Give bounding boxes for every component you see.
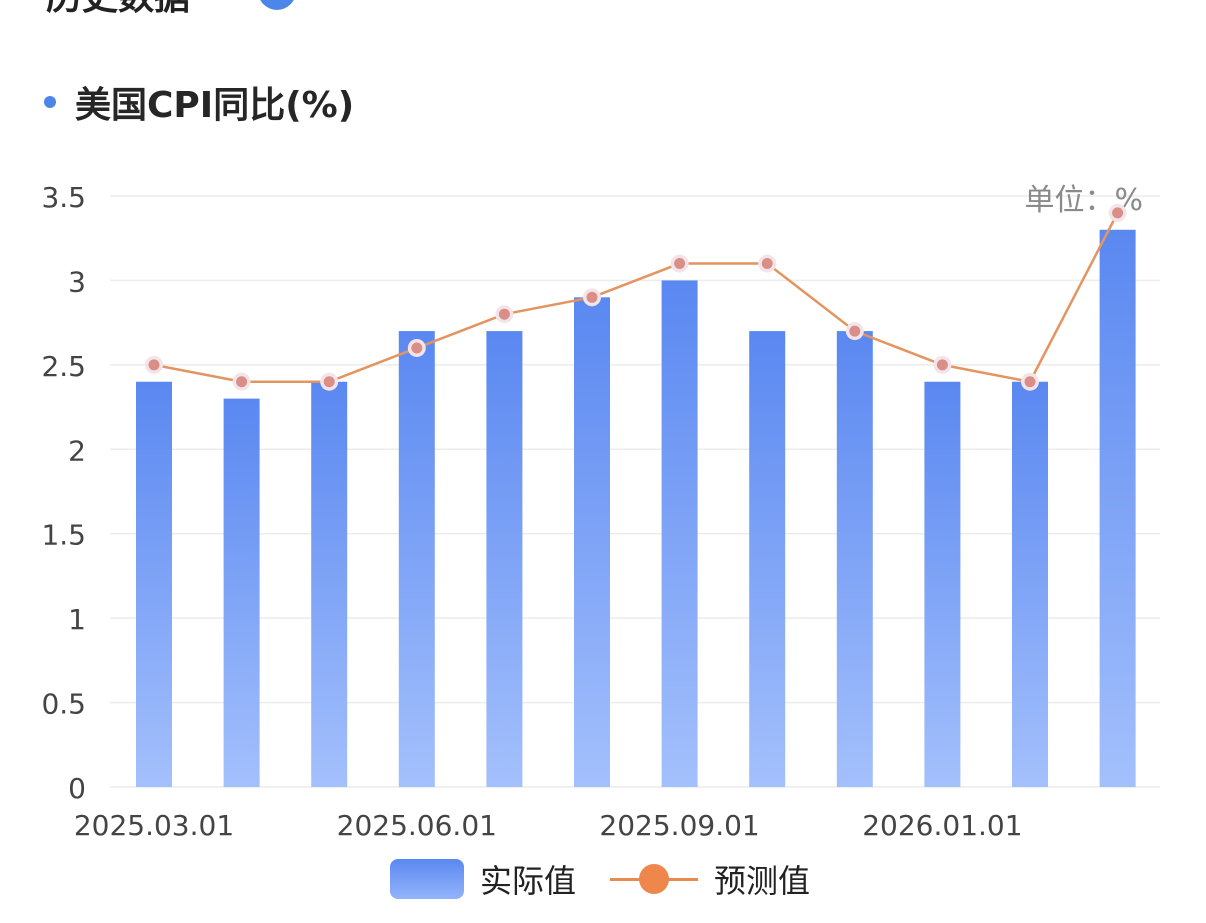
section-badge-icon[interactable] [258,0,296,10]
bar [398,331,435,787]
bar [223,398,260,787]
y-tick-label: 0 [68,772,86,805]
bar [136,381,172,787]
x-tick-label: 2025.03.01 [74,809,234,842]
forecast-point [498,308,510,320]
y-tick-label: 1 [68,603,86,636]
legend-item-forecast[interactable]: 预测值 [576,856,810,902]
forecast-point [586,291,598,303]
x-tick-label: 2025.06.01 [337,809,497,842]
bar [311,381,348,787]
forecast-line [153,212,1119,384]
y-tick-label: 2 [68,434,86,467]
chart-legend: 实际值 预测值 [390,855,810,903]
x-tick-label: 2025.09.01 [599,809,759,842]
bar [574,297,610,787]
y-tick-label: 2.5 [41,350,86,383]
y-tick-label: 1.5 [41,519,86,552]
bar [836,331,873,787]
x-tick-label: 2026.01.01 [862,809,1022,842]
bar [1099,229,1136,787]
bar [924,381,961,787]
section-title: 历史数据 [46,0,190,20]
forecast-point [1024,376,1036,388]
forecast-point [236,376,248,388]
chart-header: 美国CPI同比(%) [44,80,354,126]
bullet-icon [44,96,56,108]
legend-label-forecast: 预测值 [714,862,811,900]
legend-label-actual: 实际值 [480,862,577,900]
forecast-point [411,342,423,354]
forecast-point [148,359,160,371]
bar [749,331,786,787]
forecast-point [1112,207,1124,219]
y-tick-label: 3 [68,265,86,298]
y-tick-label: 0.5 [41,688,86,721]
forecast-point [936,359,948,371]
bar [486,331,523,787]
legend-line-swatch [610,859,699,899]
chart-title: 美国CPI同比(%) [75,85,355,126]
legend-bar-swatch [390,859,464,899]
forecast-point [761,258,773,270]
legend-item-actual[interactable]: 实际值 [390,856,576,902]
bar [1012,381,1048,787]
y-tick-label: 3.5 [41,181,86,214]
bar [661,280,698,787]
forecast-point [674,258,686,270]
forecast-point [323,376,335,388]
forecast-point [849,325,861,337]
